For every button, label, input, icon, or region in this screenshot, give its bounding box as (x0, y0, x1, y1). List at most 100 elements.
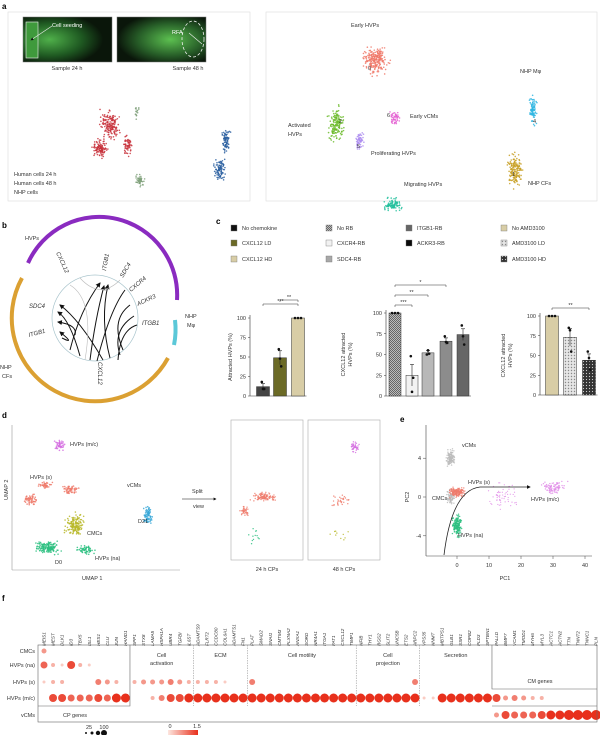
point-human-48h (143, 178, 146, 180)
point-cluster-0 (379, 50, 382, 52)
point-cluster-1 (511, 153, 514, 155)
gene-label-plxna2: PLXNA2 (286, 628, 291, 646)
point-human-24h (102, 153, 104, 155)
point-hvps-na (55, 544, 58, 546)
point-cluster-1 (516, 157, 518, 160)
point-cluster-4 (533, 114, 535, 117)
point-24h (253, 500, 255, 502)
point-cluster-0 (381, 60, 384, 63)
point-nhp (223, 150, 226, 152)
chord-links (57, 282, 138, 362)
significance-bracket (394, 294, 429, 297)
point-hvps-mc (559, 486, 561, 489)
point-nhp (218, 164, 220, 167)
point-cluster-0 (384, 68, 387, 71)
panel-label-b: b (2, 221, 7, 230)
point-human-24h (111, 132, 113, 135)
expression-dot (311, 693, 320, 703)
point-cluster-2 (337, 130, 339, 133)
point-hvps-s (455, 495, 458, 497)
point-cluster-2 (330, 116, 333, 119)
point-48h (342, 533, 344, 536)
point-cmcs (74, 521, 77, 524)
expression-dot (67, 694, 75, 702)
point-cmcs (446, 491, 448, 493)
point-cluster-0 (377, 49, 380, 52)
point-cmcs (65, 530, 68, 532)
point-24h (258, 538, 260, 540)
point-cluster-3 (393, 197, 395, 200)
point-48h (355, 446, 357, 448)
point-cmcs (70, 528, 73, 531)
point-human-24h (102, 118, 105, 120)
point-hvps-mc (499, 499, 502, 501)
point-cluster-2 (330, 139, 333, 141)
expression-dot (329, 693, 339, 703)
expression-dot (40, 661, 48, 669)
point-cluster-6 (395, 114, 398, 117)
y-tick-label: -4 (416, 534, 421, 540)
point-nhp (215, 171, 217, 173)
gene-label-meis1: MEIS1 (42, 632, 47, 646)
point-cluster-0 (372, 58, 374, 60)
gene-label-glb1: GLB1 (449, 634, 454, 646)
cluster-id-0: 0 (368, 66, 371, 72)
point-cluster-0 (375, 58, 378, 61)
point-cluster-0 (369, 57, 372, 59)
point-cluster-1 (514, 179, 516, 182)
point-hvps-na (87, 546, 90, 548)
point-hvps-s (458, 490, 460, 492)
point-hvps-mc (59, 443, 61, 445)
point-hvps-s (455, 489, 457, 491)
point-cmcs (63, 529, 66, 532)
point-48h (340, 537, 342, 540)
point-hvps-s (453, 488, 455, 490)
point-cmcs (446, 499, 449, 501)
expression-dot (501, 711, 510, 719)
point-vcms (150, 519, 153, 521)
point-vcms (149, 508, 152, 511)
point-hvps-na (458, 530, 460, 533)
point-cluster-6 (389, 111, 391, 113)
point-cluster-4 (531, 98, 534, 101)
point-cluster-0 (362, 57, 365, 60)
point-hvps-s (458, 487, 460, 490)
point-cluster-2 (332, 126, 335, 128)
point-hvps-mc (499, 498, 501, 501)
expression-dot (184, 693, 194, 703)
point-hvps-s (39, 483, 42, 486)
group-label: Secretion (444, 653, 467, 659)
point-human-48h (138, 182, 141, 184)
point-cluster-2 (334, 112, 337, 115)
point-cluster-0 (369, 72, 372, 75)
point-cmcs (80, 528, 83, 531)
expression-dot (338, 693, 348, 703)
point-24h (249, 499, 252, 501)
point-human-48h (136, 111, 139, 114)
point-48h (357, 445, 359, 447)
point-hvps-s (457, 487, 459, 490)
point-cluster-2 (335, 132, 338, 134)
y-tick-label: 0 (418, 495, 421, 501)
gene-label-tmod1: TMOD1 (521, 629, 526, 646)
point-cluster-6 (395, 120, 398, 123)
point-vcms (144, 519, 147, 522)
gene-label-vcam1: VCAM1 (512, 630, 517, 646)
point-human-48h (138, 106, 140, 109)
point-hvps-s (49, 483, 52, 486)
point-24h (273, 494, 275, 496)
legend-swatch (230, 224, 238, 232)
point-cluster-0 (373, 60, 376, 62)
point-nhp (227, 131, 229, 133)
point-cluster-0 (375, 55, 378, 58)
gene-cxcl12-hvp: CXCL12 (54, 251, 69, 275)
point-human-24h (107, 121, 109, 123)
point-hvps-mc (55, 445, 58, 447)
point-cluster-5 (356, 146, 358, 149)
expression-dot (229, 693, 239, 703)
point-human-24h (109, 125, 111, 128)
point-cluster-2 (332, 112, 335, 115)
x-tick-label: 10 (486, 563, 492, 569)
point-cmcs (73, 528, 76, 531)
point-48h (339, 500, 342, 503)
